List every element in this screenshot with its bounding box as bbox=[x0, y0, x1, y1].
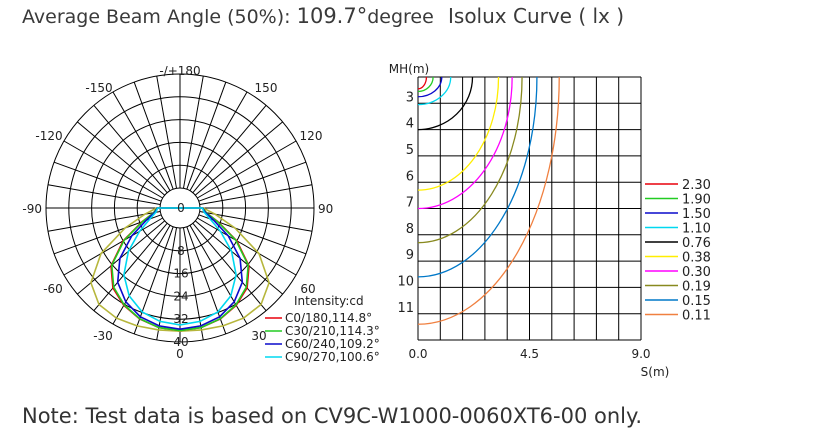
isolux-legend-label: 2.30 bbox=[682, 178, 711, 193]
isolux-legend-label: 0.76 bbox=[682, 236, 711, 251]
polar-spoke bbox=[189, 225, 248, 325]
polar-angle-label: 90 bbox=[318, 202, 333, 216]
isolux-y-tick: 7 bbox=[406, 196, 414, 211]
isolux-contour-0-76 bbox=[418, 77, 474, 131]
isolux-x-tick: 0.0 bbox=[408, 347, 427, 361]
isolux-y-tick: 4 bbox=[406, 117, 414, 132]
isolux-legend-label: 1.50 bbox=[682, 207, 711, 222]
isolux-contour-1-50 bbox=[418, 77, 443, 98]
polar-spoke bbox=[77, 121, 166, 196]
polar-curve-envelope bbox=[90, 207, 270, 333]
polar-spoke bbox=[192, 105, 267, 194]
polar-spoke bbox=[182, 75, 204, 189]
polar-spoke bbox=[93, 222, 168, 311]
test-data-note: Note: Test data is based on CV9C-W1000-0… bbox=[22, 404, 643, 428]
isolux-contour-0-38 bbox=[418, 77, 500, 191]
polar-spoke bbox=[192, 222, 267, 311]
isolux-legend-label: 1.90 bbox=[682, 193, 711, 208]
isolux-legend-label: 0.19 bbox=[682, 280, 711, 295]
polar-spoke bbox=[197, 217, 297, 276]
legend-label: C30/210,114.3° bbox=[285, 324, 380, 338]
isolux-legend-label: 1.10 bbox=[682, 222, 711, 237]
isolux-contour-1-10 bbox=[418, 77, 452, 106]
isolux-legend-label: 0.38 bbox=[682, 251, 711, 266]
polar-radial-label: 40 bbox=[173, 335, 188, 349]
isolux-ylabel: MH(m) bbox=[389, 62, 429, 76]
legend-label: C60/240,109.2° bbox=[285, 337, 380, 351]
polar-curve-c30 bbox=[110, 207, 250, 332]
polar-curve-c90 bbox=[123, 207, 237, 326]
beam-angle-headline: Average Beam Angle (50%): 109.7°degree bbox=[22, 4, 434, 28]
polar-angle-label: 30 bbox=[251, 329, 266, 343]
polar-angle-label: 60 bbox=[300, 282, 315, 296]
polar-angle-label: -120 bbox=[35, 129, 62, 143]
polar-spoke bbox=[198, 161, 307, 202]
isolux-y-tick: 5 bbox=[406, 143, 414, 158]
isolux-legend-label: 0.11 bbox=[682, 309, 711, 324]
polar-angle-label: 150 bbox=[255, 81, 278, 95]
polar-spoke bbox=[53, 161, 162, 202]
polar-spoke bbox=[186, 81, 227, 190]
polar-radial-label: 24 bbox=[173, 289, 188, 303]
polar-angle-label: -30 bbox=[93, 329, 113, 343]
polar-spoke bbox=[63, 217, 163, 276]
polar-spoke bbox=[112, 225, 171, 325]
beam-angle-unit: degree bbox=[367, 6, 434, 28]
isolux-y-tick: 9 bbox=[406, 248, 414, 263]
isolux-xlabel: S(m) bbox=[641, 365, 670, 379]
polar-angle-label: -150 bbox=[85, 81, 112, 95]
isolux-legend-label: 0.30 bbox=[682, 265, 711, 280]
isolux-grid bbox=[417, 76, 642, 341]
isolux-y-tick: 6 bbox=[406, 169, 414, 184]
isolux-contour-1-90 bbox=[418, 77, 434, 93]
isolux-contour-0-15 bbox=[418, 77, 538, 278]
polar-spoke bbox=[63, 140, 163, 199]
polar-spoke bbox=[199, 184, 313, 206]
polar-spoke bbox=[199, 210, 313, 232]
polar-spoke bbox=[189, 91, 248, 191]
beam-angle-label: Average Beam Angle (50%): bbox=[22, 6, 297, 28]
isolux-contours bbox=[418, 77, 560, 325]
polar-curve-c60 bbox=[116, 207, 244, 331]
legend-label: C0/180,114.8° bbox=[285, 311, 372, 325]
isolux-x-tick: 9.0 bbox=[631, 347, 650, 361]
isolux-title: Isolux Curve ( lx ) bbox=[448, 4, 625, 28]
polar-spoke bbox=[197, 140, 297, 199]
polar-spoke bbox=[93, 105, 168, 194]
polar-angle-label: -60 bbox=[43, 282, 63, 296]
polar-spoke bbox=[194, 121, 283, 196]
isolux-y-tick: 10 bbox=[397, 275, 414, 290]
polar-spoke bbox=[47, 210, 161, 232]
polar-spoke bbox=[156, 75, 178, 189]
polar-angle-label: 0 bbox=[176, 347, 184, 361]
legend-label: C90/270,100.6° bbox=[285, 350, 380, 364]
polar-angle-label: -90 bbox=[22, 202, 42, 216]
polar-spoke bbox=[112, 91, 171, 191]
isolux-x-tick: 4.5 bbox=[520, 347, 539, 361]
polar-unit-label: Intensity:cd bbox=[294, 294, 364, 308]
isolux-y-tick: 11 bbox=[397, 301, 414, 316]
polar-angle-label: -/+180 bbox=[159, 64, 200, 78]
polar-angle-label: 120 bbox=[300, 129, 323, 143]
isolux-contour-0-30 bbox=[418, 77, 513, 210]
isolux-contour-0-11 bbox=[418, 77, 560, 325]
polar-radial-label: 0 bbox=[177, 201, 185, 215]
isolux-y-tick: 8 bbox=[406, 222, 414, 237]
polar-radial-label: 8 bbox=[177, 244, 185, 258]
isolux-y-tick: 3 bbox=[406, 90, 414, 105]
isolux-contour-0-19 bbox=[418, 77, 523, 244]
beam-angle-value: 109.7° bbox=[296, 4, 368, 28]
isolux-contour-2-30 bbox=[418, 77, 428, 90]
polar-radial-label: 16 bbox=[173, 267, 188, 281]
polar-radial-label: 32 bbox=[173, 312, 188, 326]
polar-spoke bbox=[47, 184, 161, 206]
isolux-legend-label: 0.15 bbox=[682, 294, 711, 309]
polar-spoke bbox=[133, 81, 174, 190]
